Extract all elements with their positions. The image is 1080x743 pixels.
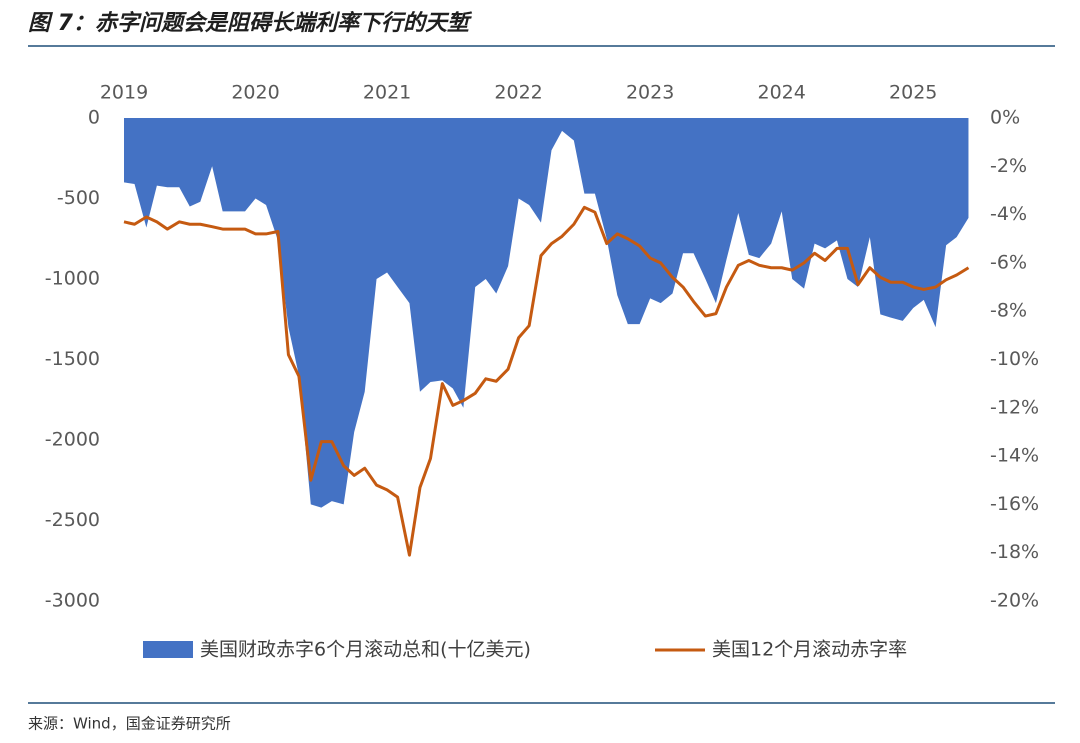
x-tick-label: 2019 bbox=[100, 82, 148, 104]
y2-tick-label: -10% bbox=[990, 348, 1039, 370]
y2-tick-label: -4% bbox=[990, 203, 1027, 225]
y2-tick-label: -2% bbox=[990, 155, 1027, 177]
y-tick-label: -500 bbox=[57, 187, 100, 209]
line bbox=[123, 205, 970, 557]
x-tick-label: 2025 bbox=[889, 82, 937, 104]
x-tick-label: 2024 bbox=[758, 82, 806, 104]
y-tick-label: -1000 bbox=[45, 268, 100, 290]
source: 来源：Wind，国金证券研究所 bbox=[28, 715, 231, 733]
y2-tick-label: -14% bbox=[990, 445, 1039, 467]
legend-swatch bbox=[143, 641, 193, 658]
x-tick-label: 2021 bbox=[363, 82, 411, 104]
chart-title: 图 7：赤字问题会是阻碍长端利率下行的天堑 bbox=[28, 10, 473, 36]
area bbox=[124, 118, 969, 508]
x-tick-label: 2023 bbox=[626, 82, 674, 104]
y2-tick-label: 0% bbox=[990, 107, 1020, 129]
legend-label: 美国财政赤字6个月滚动总和(十亿美元) bbox=[200, 639, 531, 661]
y-tick-label: 0 bbox=[88, 107, 100, 129]
y2-tick-label: -12% bbox=[990, 396, 1039, 418]
y-tick-label: -1500 bbox=[45, 348, 100, 370]
y-tick-label: -2500 bbox=[45, 509, 100, 531]
legend-label: 美国12个月滚动赤字率 bbox=[712, 639, 907, 661]
x-tick-label: 2022 bbox=[494, 82, 542, 104]
y-tick-label: -2000 bbox=[45, 429, 100, 451]
y-tick-label: -3000 bbox=[45, 590, 100, 612]
x-tick-label: 2020 bbox=[231, 82, 279, 104]
y2-tick-label: -18% bbox=[990, 541, 1039, 563]
y2-tick-label: -16% bbox=[990, 493, 1039, 515]
y2-tick-label: -8% bbox=[990, 300, 1027, 322]
y2-tick-label: -6% bbox=[990, 251, 1027, 273]
y2-tick-label: -20% bbox=[990, 590, 1039, 612]
